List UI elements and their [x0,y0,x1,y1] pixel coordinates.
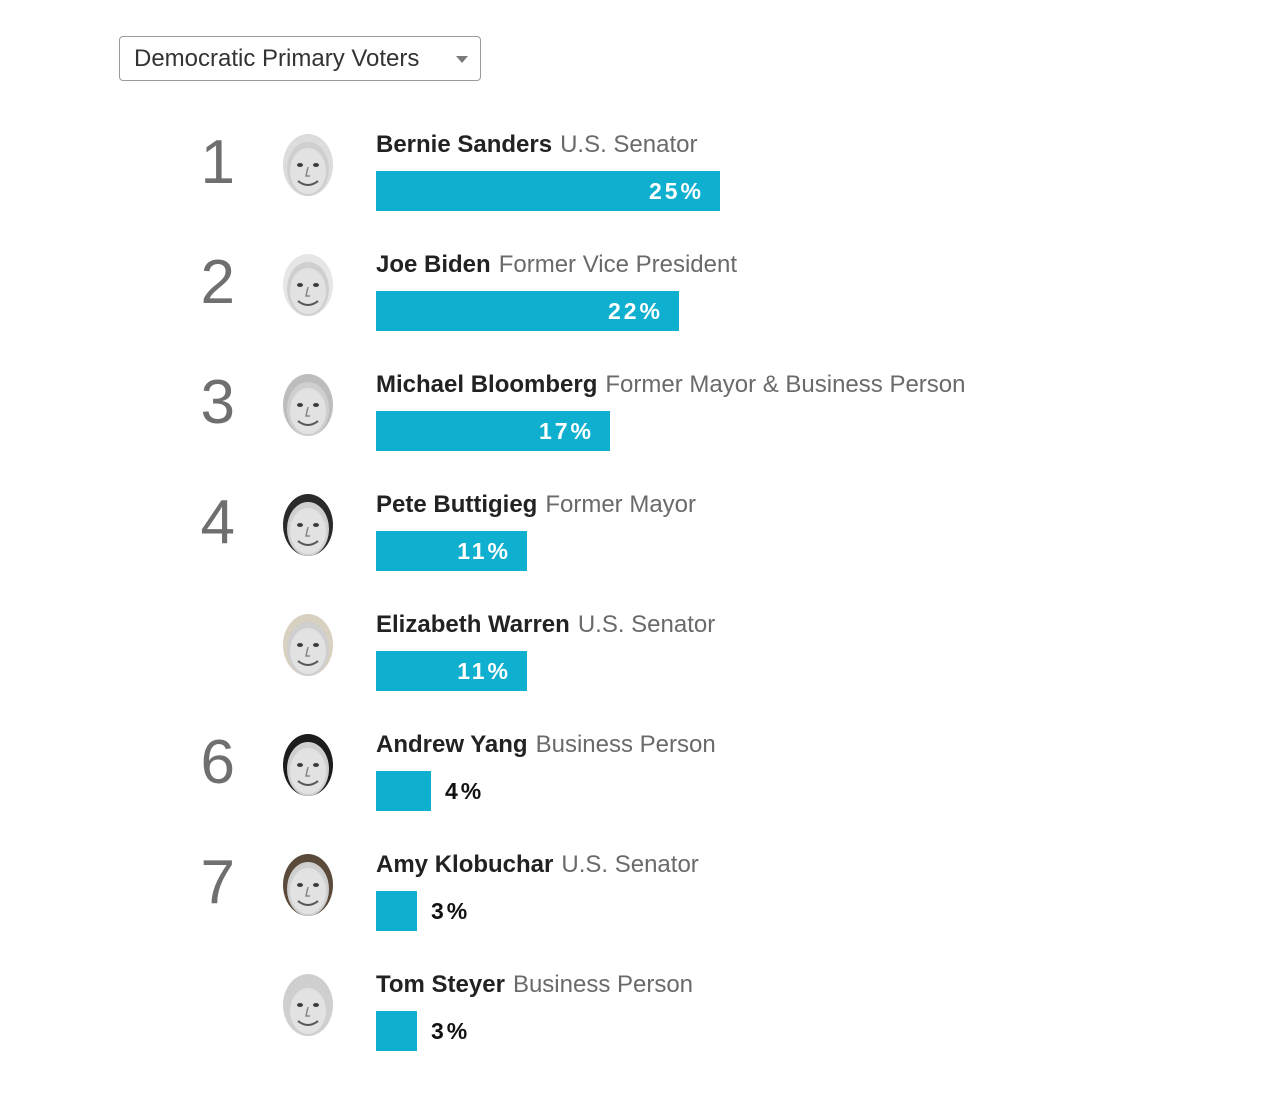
bar [376,531,527,571]
candidate-title: Former Mayor & Business Person [605,371,966,398]
candidate-name: Amy Klobuchar [376,851,554,878]
candidate-label: Tom Steyer Business Person [376,971,693,999]
bar-value-label: 22% [607,298,663,324]
candidate-name: Michael Bloomberg [376,371,598,398]
amy-klobuchar-portrait [278,845,338,921]
candidate-title: U.S. Senator [560,131,698,158]
bar-value-label: 25% [648,178,704,204]
rank-number: 2 [200,248,235,317]
rank-number: 3 [200,368,235,437]
bar-track: 22% [376,291,1076,331]
rank-number: 4 [200,488,235,557]
rank-number: 7 [200,848,235,917]
bar-track: 3% [376,891,1076,931]
candidate-title: Business Person [535,731,716,758]
candidate-row: 4 Pete Buttigieg Former Mayor 11% [0,480,1280,590]
candidate-row: 7 Amy Klobuchar U.S. Senator 3% [0,840,1280,950]
bar [376,171,720,211]
candidate-row: 1 Bernie Sanders U.S. Senator 25% [0,120,1280,230]
caret-down-icon [456,56,468,63]
candidate-row: 2 Joe Biden Former Vice President 22% [0,240,1280,350]
bar [376,891,417,931]
bar-track: 11% [376,531,1076,571]
voter-group-dropdown[interactable]: Democratic Primary Voters [119,36,481,81]
bernie-sanders-portrait [278,125,338,201]
candidate-title: U.S. Senator [561,851,699,878]
pete-buttigieg-portrait [278,485,338,561]
bar-track: 17% [376,411,1076,451]
bar-value-label: 11% [457,658,511,684]
bar-value-label: 3% [431,1018,471,1044]
candidate-row: Tom Steyer Business Person 3% [0,960,1280,1070]
bar-track: 3% [376,1011,1076,1051]
candidate-label: Bernie Sanders U.S. Senator [376,131,697,159]
bar [376,771,431,811]
bar-value-label: 11% [457,538,511,564]
bar-track: 25% [376,171,1076,211]
candidate-name: Elizabeth Warren [376,611,570,638]
candidate-title: Business Person [512,971,694,998]
michael-bloomberg-portrait [278,365,338,441]
bar [376,291,679,331]
bar [376,1011,417,1051]
candidate-name: Pete Buttigieg [376,491,538,518]
bar-track: 4% [376,771,1076,811]
rank-number: 6 [200,728,235,797]
candidate-label: Pete Buttigieg Former Mayor [376,491,696,519]
bar-value-label: 17% [538,418,594,444]
bar-value-label: 3% [431,898,471,924]
candidate-name: Bernie Sanders [376,131,553,158]
candidate-title: Former Vice President [498,251,738,278]
candidate-row: Elizabeth Warren U.S. Senator 11% [0,600,1280,710]
candidate-row: 6 Andrew Yang Business Person 4% [0,720,1280,830]
candidate-name: Joe Biden [376,251,491,278]
bar-track: 11% [376,651,1076,691]
andrew-yang-portrait [278,725,338,801]
candidate-label: Joe Biden Former Vice President [376,251,737,279]
candidate-title: Former Mayor [545,491,697,518]
candidate-row: 3 Michael Bloomberg Former Mayor & Busines… [0,360,1280,470]
elizabeth-warren-portrait [278,605,338,681]
candidate-label: Michael Bloomberg Former Mayor & Business… [376,371,966,399]
candidate-name: Tom Steyer [376,971,505,998]
candidate-label: Amy Klobuchar U.S. Senator [376,851,699,879]
tom-steyer-portrait [278,965,338,1041]
bar [376,651,527,691]
candidate-name: Andrew Yang [376,731,528,758]
candidate-title: U.S. Senator [577,611,716,638]
bar-value-label: 4% [445,778,485,804]
joe-biden-portrait [278,245,338,321]
candidate-label: Elizabeth Warren U.S. Senator [376,611,715,639]
rank-number: 1 [200,128,235,197]
candidate-label: Andrew Yang Business Person [376,731,716,759]
bar [376,411,610,451]
voter-group-selected: Democratic Primary Voters [134,44,420,72]
